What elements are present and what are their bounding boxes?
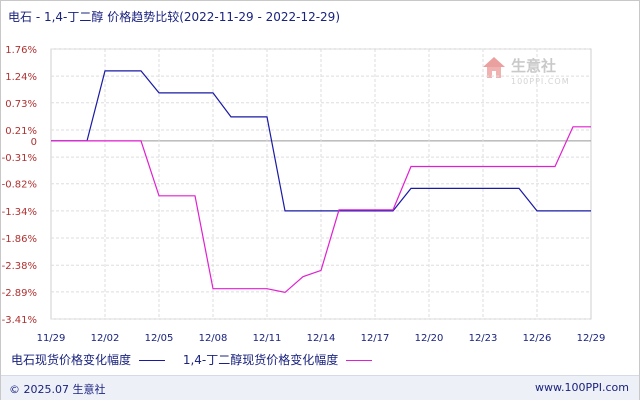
legend-swatch-series2 [346,360,373,361]
series-line-1 [51,70,591,212]
legend-swatch-series1 [139,360,166,361]
legend: 电石现货价格变化幅度 1,4-丁二醇现货价格变化幅度 [11,351,386,368]
watermark-text: 生意社 [511,57,557,75]
x-tick-label: 12/23 [469,333,498,344]
x-tick-label: 11/29 [37,333,66,344]
house-logo-icon [483,57,505,78]
y-tick-label: 1.76% [5,45,37,56]
legend-label-series2: 1,4-丁二醇现货价格变化幅度 [182,353,339,367]
y-tick-label: -0.82% [2,180,37,191]
x-tick-label: 12/29 [577,333,606,344]
legend-item-series2: 1,4-丁二醇现货价格变化幅度 [182,351,373,368]
footer: © 2025.07 生意社 www.100PPI.com [1,375,639,400]
legend-label-series1: 电石现货价格变化幅度 [11,353,132,367]
footer-copyright: © 2025.07 生意社 [9,383,106,396]
y-tick-label: -0.31% [2,153,37,164]
chart-title: 电石 - 1,4-丁二醇 价格趋势比较(2022-11-29 - 2022-12… [8,8,340,25]
x-tick-label: 12/14 [307,333,336,344]
series-line-2 [51,126,591,294]
y-tick-label: 1.24% [5,72,37,83]
x-tick-label: 12/17 [361,333,390,344]
y-tick-label: -2.89% [2,288,37,299]
y-tick-label: 0 [31,137,37,148]
y-tick-label: -2.38% [2,261,37,272]
x-tick-label: 12/05 [145,333,174,344]
chart-title-range: (2022-11-29 - 2022-12-29) [179,10,341,24]
watermark: 生意社 100PPI.COM [481,55,581,95]
y-tick-label: -3.41% [2,315,37,326]
y-tick-label: -1.34% [2,207,37,218]
legend-item-series1: 电石现货价格变化幅度 [11,351,166,368]
footer-site-link[interactable]: www.100PPI.com [535,381,629,394]
watermark-sub: 100PPI.COM [511,77,570,86]
x-tick-label: 12/11 [253,333,282,344]
x-tick-label: 12/02 [91,333,120,344]
y-tick-label: -1.86% [2,234,37,245]
y-tick-label: 0.73% [5,99,37,110]
x-tick-label: 12/08 [199,333,228,344]
x-tick-label: 12/20 [415,333,444,344]
x-tick-label: 12/26 [523,333,552,344]
chart-title-main: 电石 - 1,4-丁二醇 价格趋势比较 [8,10,180,24]
y-tick-label: 0.21% [5,126,37,137]
